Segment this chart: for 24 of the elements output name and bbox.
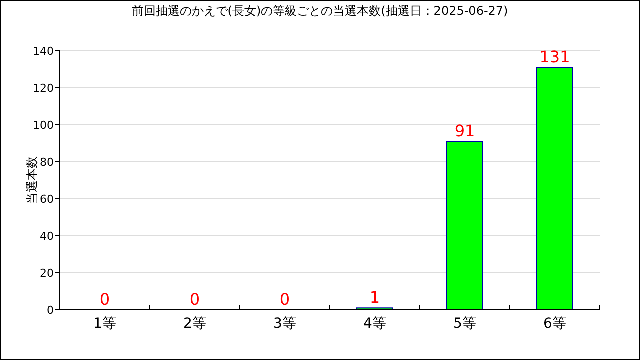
y-axis-title: 当選本数 bbox=[25, 156, 39, 204]
bar bbox=[536, 67, 574, 310]
y-tick-label: 40 bbox=[40, 230, 54, 243]
y-tick-label: 120 bbox=[33, 82, 54, 95]
data-label: 1 bbox=[370, 288, 380, 308]
x-tick-label: 1等 bbox=[94, 316, 116, 332]
data-label: 131 bbox=[540, 48, 570, 67]
y-tick-label: 0 bbox=[47, 304, 54, 317]
data-label: 0 bbox=[280, 290, 290, 309]
x-tick-label: 4等 bbox=[364, 316, 386, 332]
x-tick-label: 3等 bbox=[274, 316, 296, 332]
data-label: 0 bbox=[100, 290, 110, 309]
data-label: 0 bbox=[190, 290, 200, 309]
bar bbox=[446, 141, 484, 310]
x-tick-label: 2等 bbox=[184, 316, 206, 332]
x-tick-label: 6等 bbox=[544, 316, 566, 332]
y-tick-label: 140 bbox=[33, 45, 54, 58]
y-tick-label: 100 bbox=[33, 119, 54, 132]
x-tick-label: 5等 bbox=[454, 316, 476, 332]
data-label: 91 bbox=[454, 122, 476, 141]
y-tick-label: 80 bbox=[40, 156, 54, 169]
y-tick-label: 60 bbox=[40, 193, 54, 206]
y-tick-label: 20 bbox=[40, 267, 54, 280]
chart-title: 前回抽選のかえで(長女)の等級ごとの当選本数(抽選日：2025-06-27) bbox=[132, 4, 508, 18]
